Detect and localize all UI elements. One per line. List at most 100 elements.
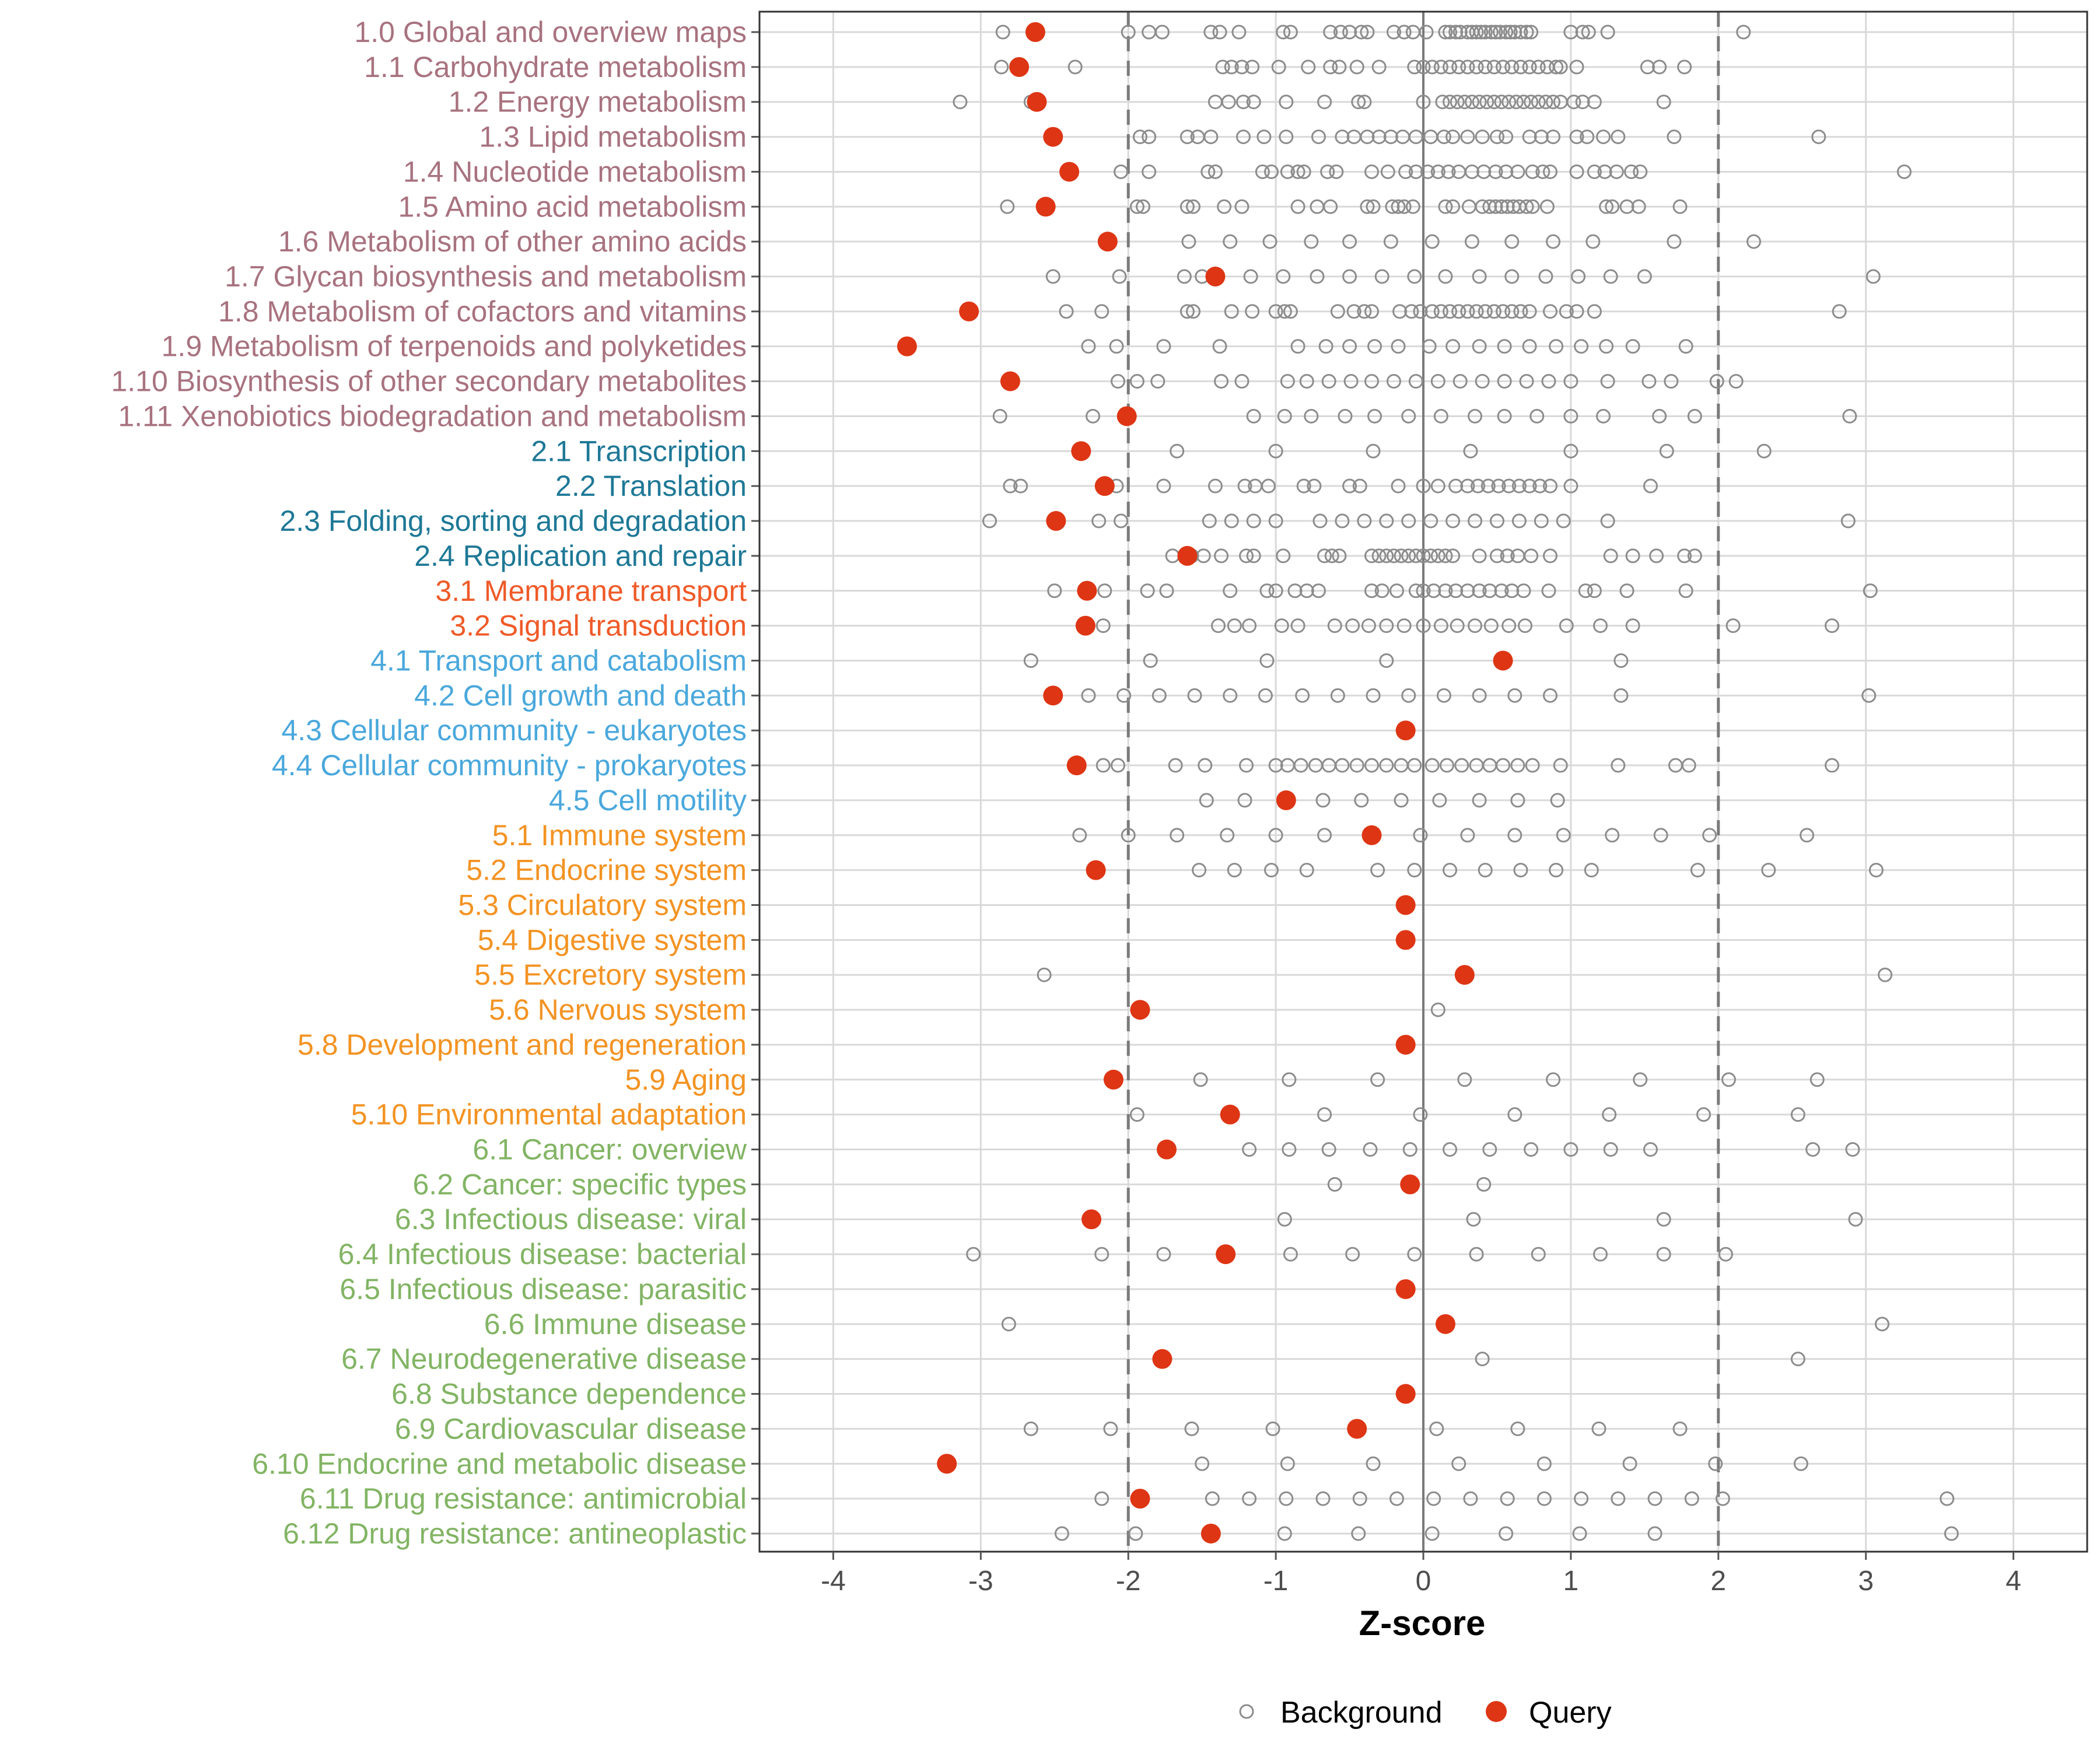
background-point xyxy=(1471,478,1486,494)
category-label: 6.4 Infectious disease: bacterial xyxy=(338,1238,747,1270)
background-point xyxy=(1469,24,1484,40)
background-point xyxy=(1321,374,1336,389)
background-point xyxy=(1516,94,1531,110)
background-point xyxy=(1236,130,1251,145)
background-point xyxy=(1549,60,1564,75)
background-point xyxy=(1333,24,1348,40)
background-point xyxy=(1687,408,1702,424)
query-point xyxy=(1200,1523,1221,1544)
category-label: 1.4 Nucleotide metabolism xyxy=(403,155,747,188)
background-point xyxy=(1364,164,1379,179)
background-point xyxy=(1569,304,1584,319)
background-point xyxy=(1517,618,1532,634)
background-point xyxy=(1430,164,1446,179)
background-point xyxy=(1364,548,1379,564)
background-point xyxy=(1672,199,1688,214)
background-point xyxy=(1422,339,1437,354)
background-point xyxy=(1391,478,1406,494)
background-point xyxy=(1212,24,1227,40)
background-point xyxy=(1483,24,1499,40)
background-point xyxy=(1587,164,1602,179)
background-point xyxy=(1371,60,1387,75)
category-label: 6.2 Cancer: specific types xyxy=(413,1168,747,1200)
background-point xyxy=(1848,1212,1863,1227)
background-point xyxy=(1426,1491,1441,1506)
background-point xyxy=(1569,130,1584,145)
background-point xyxy=(1522,60,1537,75)
background-point xyxy=(1448,24,1464,40)
background-point xyxy=(1274,618,1289,634)
background-point xyxy=(1702,828,1717,843)
background-point xyxy=(1516,583,1531,598)
background-point xyxy=(1476,1177,1492,1192)
query-point xyxy=(1043,685,1063,706)
background-point xyxy=(1224,304,1239,319)
background-point xyxy=(1433,618,1448,634)
background-point xyxy=(1311,583,1326,598)
background-point xyxy=(1438,548,1453,564)
background-point xyxy=(1023,653,1038,668)
background-point xyxy=(1596,408,1611,424)
background-point xyxy=(1246,94,1261,110)
background-point xyxy=(1408,130,1423,145)
background-point xyxy=(1478,304,1493,319)
background-point xyxy=(1538,269,1553,284)
background-point xyxy=(1364,583,1379,598)
background-point xyxy=(1357,513,1372,528)
background-point xyxy=(1432,793,1447,808)
background-point xyxy=(1652,60,1667,75)
background-point xyxy=(1396,618,1412,634)
background-point xyxy=(1349,60,1364,75)
query-point xyxy=(1046,511,1066,531)
background-point xyxy=(1874,1317,1889,1332)
background-point xyxy=(1237,478,1252,494)
category-label: 5.2 Endocrine system xyxy=(466,854,747,887)
x-tick-label: 3 xyxy=(1858,1566,1874,1597)
background-point xyxy=(1482,199,1497,214)
background-point xyxy=(1569,60,1584,75)
background-point xyxy=(1327,1177,1342,1192)
background-point xyxy=(1143,653,1158,668)
background-points xyxy=(953,24,1959,1541)
background-point xyxy=(982,513,998,528)
background-point xyxy=(1534,130,1549,145)
background-point xyxy=(1296,164,1311,179)
background-point xyxy=(1317,1107,1332,1122)
background-point xyxy=(1276,548,1291,564)
query-point xyxy=(1059,162,1080,182)
background-point xyxy=(1360,130,1375,145)
background-point xyxy=(1423,548,1438,564)
background-point xyxy=(1097,583,1112,598)
background-point xyxy=(1672,1421,1688,1436)
background-point xyxy=(1519,374,1534,389)
background-point xyxy=(1811,130,1826,145)
background-point xyxy=(995,24,1010,40)
background-point xyxy=(1282,1142,1297,1157)
background-point xyxy=(1861,688,1877,703)
background-point xyxy=(1460,130,1475,145)
background-point xyxy=(1121,24,1136,40)
query-point xyxy=(1027,92,1047,112)
background-point xyxy=(1563,443,1578,459)
query-point xyxy=(1066,755,1087,776)
background-point xyxy=(1522,130,1537,145)
x-tick-label: 4 xyxy=(2006,1566,2021,1597)
background-point xyxy=(1443,24,1458,40)
background-point xyxy=(1129,374,1144,389)
background-point xyxy=(1643,1142,1658,1157)
category-label: 1.7 Glycan biosynthesis and metabolism xyxy=(225,260,747,293)
background-point xyxy=(1321,1142,1336,1157)
background-point xyxy=(1283,24,1298,40)
background-point xyxy=(1450,618,1465,634)
background-point xyxy=(1398,164,1413,179)
background-point xyxy=(1150,374,1166,389)
background-point xyxy=(1436,130,1451,145)
background-point xyxy=(1591,1421,1606,1436)
background-point xyxy=(1944,1526,1959,1541)
background-point xyxy=(1180,199,1195,214)
background-point xyxy=(1496,304,1511,319)
background-point xyxy=(1430,1002,1446,1017)
background-point xyxy=(1416,618,1431,634)
background-point xyxy=(1371,130,1387,145)
